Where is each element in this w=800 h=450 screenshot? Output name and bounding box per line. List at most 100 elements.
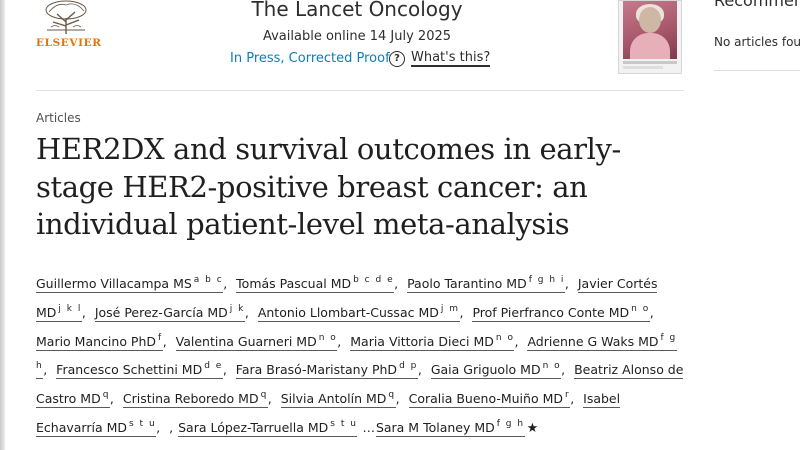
elsevier-logo[interactable]: ELSEVIER: [36, 0, 102, 56]
author-link[interactable]: Mario Mancino PhD f,: [36, 332, 176, 351]
author-link[interactable]: Paolo Tarantino MD f g h i,: [407, 275, 578, 293]
author-name[interactable]: Prof Pierfranco Conte MD n o: [472, 303, 650, 322]
recommended-articles-heading: Recommen: [714, 0, 800, 10]
article-section-label: Articles: [36, 111, 81, 125]
author-name[interactable]: Cristina Reboredo MD q: [122, 390, 268, 409]
author-link[interactable]: , Sara López-Tarruella MD s t u: [169, 418, 358, 437]
author-separator: ,: [162, 333, 171, 349]
author-name[interactable]: Coralia Bueno-Muiño MD r: [408, 390, 571, 409]
author-separator: ,: [156, 419, 165, 435]
author-separator: ,: [337, 333, 346, 349]
author-affiliation-marks: j k l: [58, 303, 82, 314]
article-title: HER2DX and survival outcomes in early-st…: [36, 132, 621, 241]
author-separator: ,: [169, 419, 174, 435]
author-affiliation-marks: f g h i: [528, 275, 565, 285]
author-name[interactable]: Valentina Guarneri MD n o: [175, 332, 338, 351]
sidebar-divider: [714, 70, 800, 71]
author-name[interactable]: Paolo Tarantino MD f g h i: [407, 275, 565, 293]
author-affiliation-marks: f: [158, 332, 163, 343]
author-link[interactable]: Maria Vittoria Dieci MD n o,: [350, 332, 527, 351]
author-separator: ,: [244, 304, 253, 320]
whats-this-link[interactable]: ? What's this?: [389, 50, 491, 67]
author-link[interactable]: Guillermo Villacampa MS a b c,: [36, 275, 236, 293]
author-link[interactable]: José Perez-García MD j k,: [94, 303, 258, 322]
author-link[interactable]: Cristina Reboredo MD q,: [122, 390, 281, 409]
author-separator: ,: [109, 391, 118, 407]
author-link[interactable]: Silvia Antolín MD q,: [280, 390, 409, 409]
author-name[interactable]: José Perez-García MD j k: [94, 303, 245, 322]
author-link[interactable]: Antonio Llombart-Cussac MD j m,: [257, 303, 473, 322]
author-affiliation-marks: d p: [399, 361, 418, 372]
author-separator: ,: [570, 391, 579, 407]
author-link[interactable]: Gaia Griguolo MD n o,: [430, 361, 574, 380]
author-link[interactable]: Sara M Tolaney MD f g h ★: [375, 418, 539, 437]
author-affiliation-marks: q: [388, 390, 396, 401]
author-separator: ,: [649, 304, 654, 320]
author-separator: ,: [561, 362, 570, 378]
author-link[interactable]: Javier Cortés MD j k l,: [36, 276, 658, 322]
author-name[interactable]: Tomás Pascual MD b c d e: [236, 275, 395, 293]
author-name[interactable]: Francesco Schettini MD d e: [56, 361, 223, 380]
author-name[interactable]: Guillermo Villacampa MS a b c: [36, 275, 224, 293]
author-affiliation-marks: b c d e: [353, 275, 395, 285]
author-name[interactable]: Javier Cortés MD j k l: [36, 276, 658, 322]
author-name[interactable]: Sara López-Tarruella MD s t u: [178, 418, 358, 437]
author-link[interactable]: Beatriz Alonso de Castro MD q,: [36, 362, 684, 409]
author-name[interactable]: Mario Mancino PhD f: [36, 332, 163, 351]
author-link[interactable]: Coralia Bueno-Muiño MD r,: [408, 390, 584, 409]
author-separator: ,: [81, 304, 90, 320]
author-link[interactable]: Tomás Pascual MD b c d e,: [236, 275, 407, 293]
author-affiliation-marks: a b c: [193, 275, 224, 285]
corresponding-author-star-icon: ★: [526, 420, 539, 436]
tree-icon: [39, 0, 93, 34]
author-link[interactable]: Prof Pierfranco Conte MD n o,: [472, 303, 658, 322]
author-affiliation-marks: f g h: [496, 418, 525, 429]
author-name[interactable]: Antonio Llombart-Cussac MD j m: [257, 303, 460, 322]
author-separator: ,: [564, 276, 573, 291]
journal-title[interactable]: The Lancet Oncology: [251, 0, 463, 21]
author-name[interactable]: Adrienne G Waks MD f g h: [36, 332, 677, 380]
author-separator: ,: [394, 276, 403, 291]
author-name[interactable]: Fara Brasó-Maristany PhD d p: [235, 361, 418, 380]
author-link[interactable]: Isabel Echavarría MD s t u,: [36, 391, 621, 437]
author-affiliation-marks: r: [564, 390, 571, 401]
author-separator: ,: [43, 362, 52, 378]
in-press-link[interactable]: In Press, Corrected Proof: [230, 51, 390, 66]
author-separator: ,: [222, 362, 231, 378]
author-name[interactable]: Gaia Griguolo MD n o: [430, 361, 562, 380]
header-divider: [36, 90, 684, 91]
author-separator: ,: [459, 304, 468, 320]
author-affiliation-marks: q: [260, 390, 268, 401]
author-separator: ,: [417, 362, 426, 378]
author-affiliation-marks: n o: [631, 303, 650, 314]
journal-cover-image[interactable]: [618, 0, 682, 74]
author-affiliation-marks: q: [102, 390, 110, 401]
author-separator: ,: [395, 391, 404, 407]
author-name[interactable]: Beatriz Alonso de Castro MD q: [36, 362, 684, 409]
no-articles-message: No articles fou: [714, 35, 800, 49]
author-name[interactable]: Maria Vittoria Dieci MD n o: [350, 332, 515, 351]
author-affiliation-marks: n o: [318, 332, 338, 343]
author-affiliation-marks: n o: [542, 361, 562, 372]
author-link[interactable]: Adrienne G Waks MD f g h,: [36, 332, 677, 380]
author-affiliation-marks: f g h: [36, 332, 677, 372]
author-link[interactable]: Francesco Schettini MD d e,: [56, 361, 236, 380]
author-separator: ,: [223, 276, 232, 291]
author-name[interactable]: Silvia Antolín MD q: [280, 390, 396, 409]
question-icon: ?: [389, 50, 405, 67]
author-affiliation-marks: s t u: [330, 418, 358, 429]
author-link[interactable]: Valentina Guarneri MD n o,: [175, 332, 351, 351]
author-list-ellipsis[interactable]: …: [362, 419, 375, 435]
author-list: Guillermo Villacampa MS a b c, Tomás Pasc…: [36, 268, 686, 442]
author-name[interactable]: Sara M Tolaney MD f g h: [375, 418, 525, 437]
available-online-date: Available online 14 July 2025: [262, 29, 452, 44]
author-link[interactable]: Fara Brasó-Maristany PhD d p,: [235, 361, 431, 380]
scroll-edge: [0, 0, 5, 450]
author-affiliation-marks: j m: [440, 303, 460, 314]
elsevier-wordmark: ELSEVIER: [36, 37, 102, 49]
author-separator: ,: [267, 391, 276, 407]
author-separator: ,: [514, 333, 523, 349]
author-affiliation-marks: n o: [495, 332, 515, 343]
author-affiliation-marks: s t u: [129, 418, 157, 429]
author-name[interactable]: Isabel Echavarría MD s t u: [36, 391, 621, 437]
